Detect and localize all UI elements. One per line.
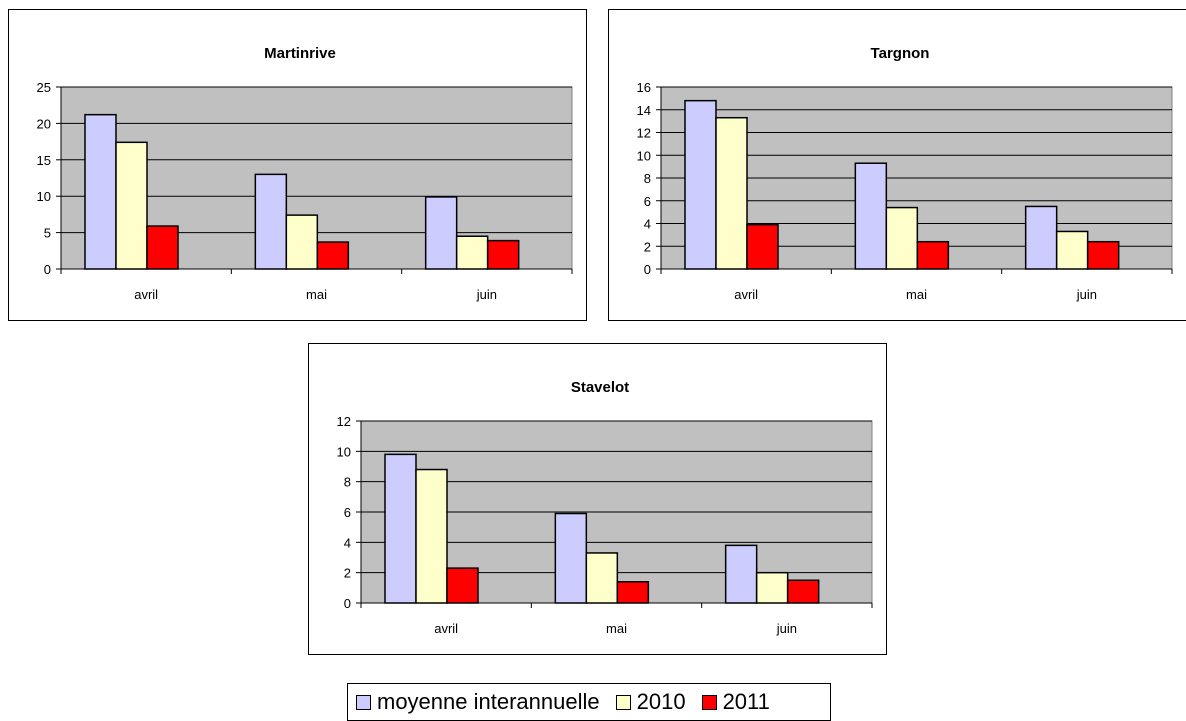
bar-martinrive-avril-moyenne-interannuelle [84, 113, 117, 270]
bar-targnon-juin-2010 [1055, 230, 1089, 270]
bar-martinrive-avril-2011 [146, 225, 179, 270]
bar-martinrive-mai-moyenne-interannuelle [254, 173, 288, 270]
bar-stavelot-mai-2011 [616, 581, 650, 604]
y-tick-label-stavelot-2: 2 [344, 566, 351, 581]
bar-targnon-avril-2010 [715, 116, 748, 270]
bar-stavelot-avril-2010 [415, 468, 448, 604]
y-tick-label-stavelot-0: 0 [344, 596, 351, 611]
y-tick-label-stavelot-8: 8 [344, 475, 351, 490]
legend-label-2011: 2011 [722, 689, 770, 714]
x-tick-label-stavelot-avril: avril [434, 621, 458, 636]
bar-targnon-mai-2011 [916, 240, 950, 270]
y-tick-label-martinrive-20: 20 [37, 116, 51, 131]
x-tick-label-targnon-mai: mai [906, 287, 927, 302]
y-tick-label-martinrive-10: 10 [37, 189, 51, 204]
y-tick-label-stavelot-12: 12 [337, 414, 351, 429]
y-tick-label-martinrive-25: 25 [37, 80, 51, 95]
legend-item-2011: 2011 [701, 689, 770, 714]
bar-martinrive-mai-2010 [285, 214, 319, 270]
y-tick-label-targnon-4: 4 [644, 217, 651, 232]
chart-svg-targnon: Targnon 0 2 4 6 8 10 12 14 16 avril mai juin [637, 45, 1173, 302]
y-tick-label-targnon-2: 2 [644, 239, 651, 254]
y-tick-label-targnon-14: 14 [637, 103, 651, 118]
x-tick-label-martinrive-avril: avril [134, 287, 158, 302]
bar-targnon-juin-2011 [1086, 240, 1120, 270]
bar-targnon-mai-2010 [885, 206, 919, 270]
y-tick-label-stavelot-6: 6 [344, 505, 351, 520]
chart-title-stavelot: Stavelot [571, 379, 629, 396]
chart-stavelot: Stavelot 0 2 4 6 8 10 12 avril mai juin [308, 343, 887, 655]
legend-swatch-2011 [701, 694, 717, 710]
bar-targnon-avril-moyenne-interannuelle [684, 99, 717, 270]
x-tick-label-stavelot-juin: juin [776, 621, 797, 636]
bar-stavelot-juin-2011 [786, 579, 820, 604]
bar-martinrive-juin-2011 [486, 239, 520, 270]
bar-martinrive-avril-2010 [115, 141, 148, 270]
y-tick-label-targnon-12: 12 [637, 126, 651, 141]
bar-martinrive-juin-2010 [455, 235, 489, 270]
y-tick-label-stavelot-4: 4 [344, 535, 351, 550]
y-tick-label-targnon-16: 16 [637, 80, 651, 95]
x-tick-label-targnon-juin: juin [1076, 287, 1097, 302]
chart-svg-stavelot: Stavelot 0 2 4 6 8 10 12 avril mai juin [337, 379, 873, 636]
y-tick-label-stavelot-10: 10 [337, 444, 351, 459]
bar-stavelot-juin-2010 [755, 571, 789, 604]
bar-targnon-mai-moyenne-interannuelle [854, 162, 888, 270]
bar-martinrive-juin-moyenne-interannuelle [424, 196, 458, 270]
bar-martinrive-mai-2011 [316, 241, 350, 270]
legend-label-moyenne: moyenne interannuelle [377, 689, 600, 714]
legend-item-2010: 2010 [615, 689, 686, 714]
legend: moyenne interannuelle 2010 2011 [347, 683, 831, 721]
bar-stavelot-mai-moyenne-interannuelle [554, 512, 588, 604]
bar-stavelot-avril-2011 [446, 567, 479, 604]
legend-label-2010: 2010 [636, 689, 686, 714]
chart-title-martinrive: Martinrive [264, 45, 336, 62]
y-tick-label-targnon-8: 8 [644, 171, 651, 186]
chart-targnon: Targnon 0 2 4 6 8 10 12 14 16 avril mai juin [608, 9, 1186, 321]
bar-targnon-avril-2011 [746, 223, 779, 270]
y-tick-label-targnon-6: 6 [644, 194, 651, 209]
legend-swatch-2010 [615, 694, 631, 710]
y-tick-label-martinrive-5: 5 [44, 226, 51, 241]
y-tick-label-targnon-10: 10 [637, 148, 651, 163]
legend-item-moyenne: moyenne interannuelle [356, 691, 600, 713]
x-tick-label-stavelot-mai: mai [606, 621, 627, 636]
bar-stavelot-juin-moyenne-interannuelle [724, 544, 758, 604]
chart-martinrive: Martinrive 0 5 10 15 20 25 avril mai juin [8, 9, 587, 321]
chart-svg-martinrive: Martinrive 0 5 10 15 20 25 avril mai juin [37, 45, 573, 302]
bar-targnon-juin-moyenne-interannuelle [1024, 205, 1058, 270]
x-tick-label-martinrive-juin: juin [476, 287, 497, 302]
bar-stavelot-avril-moyenne-interannuelle [384, 453, 417, 604]
chart-title-targnon: Targnon [871, 45, 930, 62]
y-tick-label-martinrive-0: 0 [44, 262, 51, 277]
x-tick-label-targnon-avril: avril [734, 287, 758, 302]
legend-swatch-moyenne [356, 694, 371, 710]
y-tick-label-targnon-0: 0 [644, 262, 651, 277]
y-tick-label-martinrive-15: 15 [37, 153, 51, 168]
x-tick-label-martinrive-mai: mai [306, 287, 327, 302]
bar-stavelot-mai-2010 [585, 552, 619, 604]
